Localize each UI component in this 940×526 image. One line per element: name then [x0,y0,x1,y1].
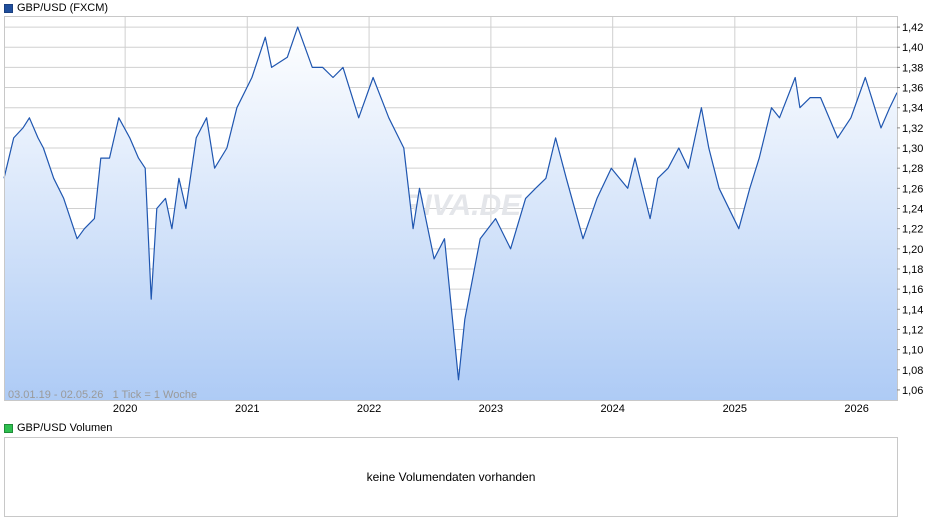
x-tick-label: 2025 [723,403,747,415]
range-info: 03.01.19 - 02.05.26 1 Tick = 1 Woche [8,389,197,401]
y-tick-label: 1,36 [902,83,923,95]
y-tick-label: 1,32 [902,123,923,135]
y-tick-label: 1,34 [902,103,923,115]
price-area-fill [4,27,897,400]
x-tick-label: 2020 [113,403,137,415]
x-axis: 2020 2021 2022 2023 2024 2025 2026 [113,403,869,415]
no-volume-message: keine Volumendaten vorhanden [366,470,536,484]
volume-panel: keine Volumendaten vorhanden [4,437,898,517]
x-tick-label: 2026 [844,403,868,415]
y-tick-label: 1,26 [902,183,923,195]
y-tick-label: 1,14 [902,304,923,316]
y-tick-label: 1,12 [902,324,923,336]
price-legend: GBP/USD (FXCM) [4,1,108,15]
price-legend-label: GBP/USD (FXCM) [17,2,109,14]
y-tick-label: 1,38 [902,62,923,74]
y-tick-label: 1,06 [902,385,923,397]
price-area [4,27,897,400]
price-series-swatch [4,3,13,13]
y-tick-label: 1,10 [902,345,923,357]
y-tick-label: 1,22 [902,224,923,236]
y-tick-label: 1,20 [902,244,923,256]
volume-legend: GBP/USD Volumen [4,421,112,435]
y-tick-label: 1,42 [902,22,923,34]
x-tick-label: 2022 [357,403,381,415]
y-axis: 1,42 1,40 1,38 1,36 1,34 1,32 1,30 1,28 1,26 1,24… [897,22,923,397]
x-tick-label: 2024 [600,403,624,415]
y-tick-label: 1,28 [902,163,923,175]
x-tick-label: 2021 [235,403,259,415]
volume-legend-label: GBP/USD Volumen [17,422,113,434]
x-tick-label: 2023 [479,403,503,415]
y-tick-label: 1,08 [902,365,923,377]
y-tick-label: 1,40 [902,42,923,54]
volume-series-swatch [4,423,13,433]
y-tick-label: 1,24 [902,204,923,216]
price-series-line [3,26,898,381]
price-line [3,26,898,381]
y-tick-label: 1,18 [902,264,923,276]
y-tick-label: 1,16 [902,284,923,296]
y-tick-label: 1,30 [902,143,923,155]
